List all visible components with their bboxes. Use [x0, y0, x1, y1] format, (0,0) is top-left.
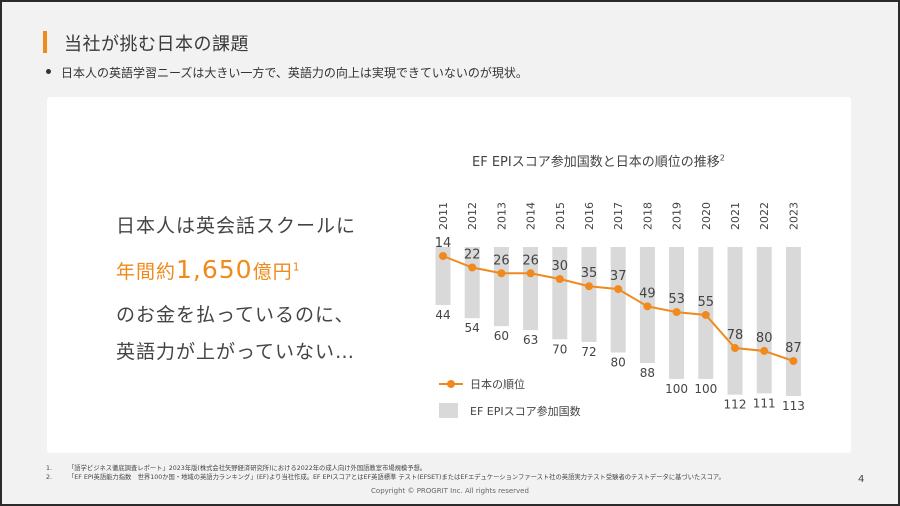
bar-value-label: 111 [753, 396, 776, 410]
rank-point [614, 285, 623, 294]
rank-value-label: 14 [435, 236, 452, 251]
rank-point [439, 252, 447, 260]
bar-value-label: 113 [782, 399, 805, 413]
bullet-dot-icon [46, 69, 51, 74]
x-tick-label: 2017 [612, 202, 625, 230]
bar [727, 247, 743, 395]
legend-label-participants: EF EPIスコア参加国数 [470, 404, 581, 418]
x-tick-label: 2021 [729, 202, 742, 230]
bar-value-label: 100 [665, 382, 688, 396]
page-title: 当社が挑む日本の課題 [64, 34, 249, 55]
message-line-4: 英語力が上がっていない… [116, 341, 356, 363]
legend-bar-icon [439, 403, 458, 418]
message-line-1: 日本人は英会話スクールに [116, 215, 357, 237]
bar-value-label: 60 [494, 329, 509, 343]
bar-value-label: 63 [523, 333, 538, 347]
x-tick-label: 2011 [437, 202, 450, 230]
message-amount: 1,650 [176, 255, 253, 284]
bullet-point: 日本人の英語学習ニーズは大きい一方で、英語力の向上は実現できていないのが現状。 [46, 64, 528, 81]
bar-value-label: 100 [694, 382, 717, 396]
chart-title-footnote-ref: 2 [719, 153, 725, 163]
bar [523, 247, 539, 331]
chart-title: EF EPIスコア参加国数と日本の順位の推移2 [472, 151, 725, 170]
legend-point-icon [447, 380, 455, 388]
footnote-1: 1. 「語学ビジネス徹底調査レポート」2023年版(株式会社矢野経済研究所)におけ… [46, 464, 725, 473]
footnote-number: 2. [46, 474, 53, 481]
bar [493, 247, 509, 327]
x-tick-label: 2022 [758, 202, 771, 230]
x-tick-label: 2018 [641, 202, 654, 230]
message-unit: 億円 [252, 261, 293, 283]
legend-label-rank: 日本の順位 [470, 377, 525, 391]
rank-value-label: 22 [464, 248, 481, 263]
x-tick-label: 2014 [525, 202, 538, 230]
rank-point [555, 275, 564, 284]
x-tick-label: 2020 [700, 202, 713, 230]
rank-point [731, 344, 739, 353]
rank-point [497, 269, 506, 278]
footnote-2: 2. 「EF EPI英語能力指数 世界100か国・地域の英語力ランキング」(EF)… [46, 473, 725, 482]
bullet-text: 日本人の英語学習ニーズは大きい一方で、英語力の向上は実現できていないのが現状。 [61, 66, 528, 80]
x-tick-label: 2012 [466, 202, 479, 230]
bar [464, 247, 480, 319]
bar [610, 247, 626, 353]
rank-point [643, 302, 652, 311]
copyright: Copyright © PROGRIT Inc. All rights rese… [371, 487, 529, 495]
bar-value-label: 70 [552, 342, 567, 356]
rank-point [701, 310, 710, 319]
footnote-text: 「EF EPI英語能力指数 世界100か国・地域の英語力ランキング」(EF)より… [68, 474, 725, 481]
rank-value-label: 49 [639, 286, 656, 301]
rank-point [789, 357, 798, 365]
x-tick-label: 2015 [554, 202, 567, 230]
rank-point [468, 263, 477, 272]
footnote-number: 1. [46, 465, 53, 472]
rank-point [585, 282, 593, 291]
rank-value-label: 37 [610, 269, 627, 284]
x-tick-label: 2013 [495, 202, 508, 230]
bar-value-label: 88 [640, 366, 655, 380]
rank-point [526, 269, 535, 278]
message-footnote-ref: 1 [292, 260, 301, 274]
footnotes: 1. 「語学ビジネス徹底調査レポート」2023年版(株式会社矢野経済研究所)におけ… [46, 464, 725, 482]
bar-value-label: 72 [581, 345, 596, 359]
rank-value-label: 53 [668, 292, 685, 307]
rank-value-label: 80 [756, 331, 773, 346]
rank-value-label: 55 [698, 295, 715, 310]
page-number: 4 [858, 474, 865, 485]
rank-point [672, 308, 681, 317]
rank-value-label: 26 [522, 253, 539, 268]
x-tick-label: 2019 [671, 202, 684, 230]
chart-title-text: EF EPIスコア参加国数と日本の順位の推移 [472, 155, 720, 170]
rank-value-label: 26 [493, 253, 510, 268]
rank-point [760, 346, 769, 355]
bar [552, 247, 568, 340]
bar-value-label: 44 [435, 308, 450, 322]
bar-value-label: 112 [724, 398, 747, 412]
bar-value-label: 54 [465, 321, 480, 335]
rank-value-label: 78 [727, 328, 744, 343]
bar [756, 247, 772, 394]
rank-value-label: 87 [785, 341, 802, 356]
rank-value-label: 35 [581, 266, 598, 281]
x-tick-label: 2016 [583, 202, 596, 230]
bar-value-label: 80 [611, 355, 626, 369]
message-line-3: のお金を払っているのに、 [116, 304, 355, 326]
footnote-text: 「語学ビジネス徹底調査レポート」2023年版(株式会社矢野経済研究所)における2… [68, 465, 427, 472]
bar [785, 247, 801, 396]
bar [581, 247, 597, 342]
x-tick-label: 2023 [787, 202, 800, 230]
message-prefix: 年間約 [116, 261, 177, 283]
rank-value-label: 30 [552, 259, 569, 274]
message-line-2: 年間約1,650億円1 [116, 255, 301, 284]
title-accent-bar [43, 31, 47, 53]
bar [435, 247, 451, 306]
